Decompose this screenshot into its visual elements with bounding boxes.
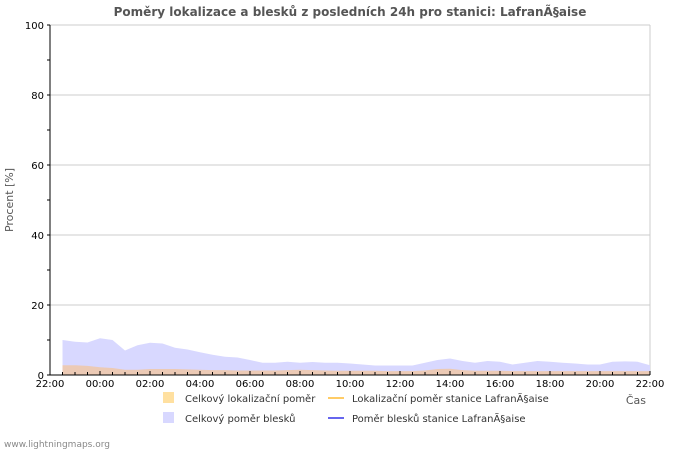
legend-swatch: [163, 392, 174, 403]
y-tick-label: 60: [31, 161, 44, 172]
y-tick-label: 20: [31, 301, 44, 312]
footer-link[interactable]: www.lightningmaps.org: [4, 440, 110, 450]
y-tick-label: 0: [38, 371, 44, 382]
x-tick-label: 18:00: [536, 379, 565, 390]
x-tick-label: 08:00: [286, 379, 315, 390]
area-series-1: [62, 365, 650, 375]
x-tick-label: 16:00: [486, 379, 515, 390]
x-tick-label: 10:00: [336, 379, 365, 390]
legend-label: Celkový lokalizační poměr: [185, 393, 316, 405]
y-tick-label: 40: [31, 231, 44, 242]
area-series-0: [62, 338, 650, 375]
y-axis-label: Procent [%]: [3, 168, 16, 232]
legend-label: Celkový poměr blesků: [185, 413, 295, 425]
y-tick-label: 100: [25, 21, 44, 32]
x-tick-label: 14:00: [436, 379, 465, 390]
legend-swatch: [163, 412, 174, 423]
legend-label: Lokalizační poměr stanice LafranÃ§aise: [352, 392, 549, 405]
x-tick-label: 20:00: [586, 379, 615, 390]
x-tick-label: 06:00: [236, 379, 265, 390]
chart-title: Poměry lokalizace a blesků z posledních …: [114, 4, 587, 19]
y-tick-label: 80: [31, 91, 44, 102]
x-tick-label: 04:00: [186, 379, 215, 390]
x-tick-label: 22:00: [36, 379, 65, 390]
legend-label: Poměr blesků stanice LafranÃ§aise: [352, 412, 526, 425]
x-tick-label: 22:00: [636, 379, 665, 390]
x-axis-label: Čas: [626, 394, 646, 407]
x-tick-label: 00:00: [86, 379, 115, 390]
x-tick-label: 12:00: [386, 379, 415, 390]
x-tick-label: 02:00: [136, 379, 165, 390]
